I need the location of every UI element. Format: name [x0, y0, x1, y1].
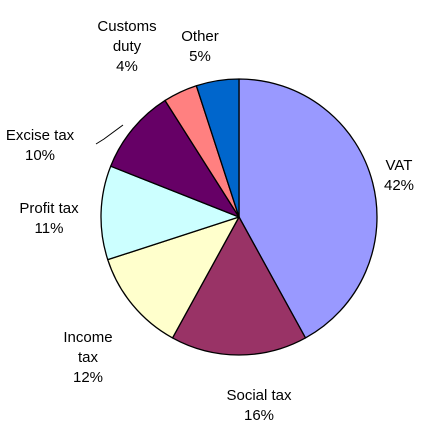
pie-slice-other — [195, 78, 240, 218]
slice-label-group: VAT 42% — [384, 157, 414, 194]
slice-label-group: Income tax 12% — [63, 329, 112, 386]
slice-label-group: Profit tax 11% — [19, 200, 79, 237]
labels-layer: VAT 42% Social tax 16% Income tax 12% Profit ta… — [6, 18, 414, 424]
excise-tax-leader-line — [95, 124, 124, 145]
pie-slice-social-tax — [171, 216, 307, 356]
slice-percent-label: 4% — [116, 58, 138, 75]
slice-category-label: Social tax — [226, 387, 292, 404]
pie-slice-income-tax — [107, 216, 240, 339]
slice-category-label: Excise tax — [6, 127, 75, 144]
slice-category-label: duty — [113, 38, 142, 55]
slice-category-label: Profit tax — [19, 200, 79, 217]
slice-category-label: tax — [78, 349, 99, 366]
slices-layer — [100, 78, 378, 356]
slice-category-label: Customs — [97, 18, 156, 35]
slice-label-group: Customs duty 4% — [97, 18, 156, 75]
slice-category-label: Income — [63, 329, 112, 346]
slice-percent-label: 12% — [73, 369, 103, 386]
slice-percent-label: 42% — [384, 177, 414, 194]
slice-percent-label: 16% — [244, 407, 274, 420]
slice-percent-label: 10% — [25, 147, 55, 164]
slice-category-label: Other — [181, 28, 219, 45]
slice-category-label: VAT — [386, 157, 413, 174]
slice-label-group: Excise tax 10% — [6, 127, 75, 164]
slice-percent-label: 11% — [35, 220, 64, 237]
slice-label-group: Social tax 16% — [226, 387, 292, 424]
leader-lines-layer — [95, 124, 124, 145]
pie-slice-excise-tax — [110, 99, 240, 218]
slice-percent-label: 5% — [189, 48, 211, 65]
pie-slice-profit-tax — [100, 165, 240, 261]
slice-label-group: Other 5% — [181, 28, 219, 65]
pie-slice-vat — [238, 78, 378, 339]
